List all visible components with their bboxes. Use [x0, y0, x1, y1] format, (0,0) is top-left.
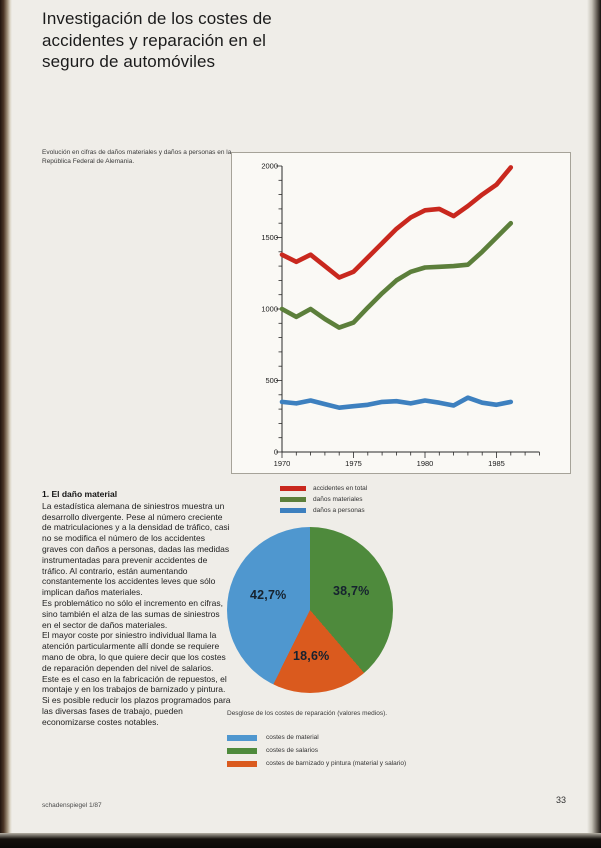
- legend-item: daños a personas: [280, 505, 367, 516]
- svg-text:500: 500: [265, 376, 278, 385]
- legend-label: daños a personas: [313, 507, 365, 514]
- legend-label: costes de barnizado y pintura (material …: [266, 760, 407, 767]
- pie-chart: [227, 527, 393, 693]
- svg-text:1985: 1985: [488, 459, 505, 468]
- line-chart-svg: 0 500 1000 1500 2000 1970 1975 1980 1985: [261, 162, 540, 468]
- svg-text:2000: 2000: [261, 162, 278, 171]
- svg-text:1000: 1000: [261, 305, 278, 314]
- line-chart-caption: Evolución en cifras de daños materiales …: [42, 149, 232, 165]
- page-title-line: Investigación de los costes de: [42, 9, 272, 28]
- legend-label: accidentes en total: [313, 485, 368, 492]
- article-heading: 1. El daño material: [42, 489, 118, 499]
- page-edge-left: [0, 0, 12, 848]
- journal-name: schadenspiegel 1/87: [42, 802, 102, 809]
- svg-text:1970: 1970: [274, 459, 291, 468]
- line-chart-legend: accidentes en total daños materiales dañ…: [280, 483, 367, 516]
- article-paragraph: Es problemático no sólo el incremento en…: [42, 597, 223, 630]
- svg-text:1500: 1500: [261, 233, 278, 242]
- legend-item: costes de barnizado y pintura (material …: [227, 757, 406, 770]
- pie-label-barnizado: 18,6%: [293, 649, 330, 663]
- legend-swatch-green: [280, 497, 306, 502]
- legend-label: costes de salarios: [266, 747, 319, 754]
- pie-label-material: 42,7%: [250, 588, 287, 602]
- line-chart-figure: 0 500 1000 1500 2000 1970 1975 1980 1985: [231, 152, 571, 474]
- legend-swatch-green: [227, 747, 257, 754]
- svg-text:1980: 1980: [417, 459, 434, 468]
- legend-swatch-orange: [227, 760, 257, 767]
- legend-swatch-blue: [280, 508, 306, 513]
- page-title: Investigación de los costes de accidente…: [42, 8, 332, 73]
- page-title-line: seguro de automóviles: [42, 52, 216, 71]
- svg-text:0: 0: [274, 448, 278, 457]
- legend-item: accidentes en total: [280, 483, 367, 494]
- legend-item: costes de material: [227, 731, 406, 744]
- article-column: 1. El daño material La estadística alema…: [42, 489, 231, 728]
- page-title-line: accidentes y reparación en el: [42, 30, 267, 50]
- legend-item: costes de salarios: [227, 744, 406, 757]
- pie-label-salarios: 38,7%: [333, 584, 370, 598]
- page-edge-right: [587, 0, 601, 848]
- page-edge-bottom: [0, 833, 601, 848]
- svg-text:1975: 1975: [345, 459, 362, 468]
- article-paragraph: La estadística alemana de siniestros mue…: [42, 500, 230, 598]
- page-number: 33: [556, 795, 567, 805]
- legend-label: costes de material: [266, 734, 319, 741]
- legend-label: daños materiales: [313, 496, 363, 503]
- legend-item: daños materiales: [280, 494, 367, 505]
- pie-chart-caption: Desglose de los costes de reparación (va…: [227, 710, 388, 717]
- pie-chart-legend: costes de material costes de salarios co…: [227, 731, 406, 770]
- article-paragraph: El mayor coste por siniestro individual …: [42, 630, 231, 727]
- legend-swatch-blue: [227, 734, 257, 741]
- legend-swatch-red: [280, 486, 306, 491]
